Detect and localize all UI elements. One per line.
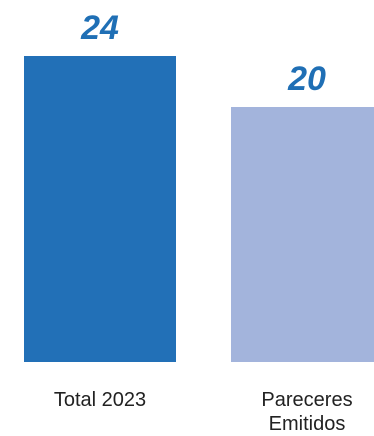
bars-group [24,56,374,362]
value-label-1: 24 [80,9,119,47]
value-label-2: 20 [287,60,326,98]
bar-2 [231,107,374,362]
category-label-2-line-1: Pareceres [261,389,352,411]
category-label-2-line-2: Emitidos [269,413,346,435]
bar-1 [24,56,176,362]
value-labels-group: 24 20 [80,9,326,98]
category-label-1: Total 2023 [54,389,146,411]
